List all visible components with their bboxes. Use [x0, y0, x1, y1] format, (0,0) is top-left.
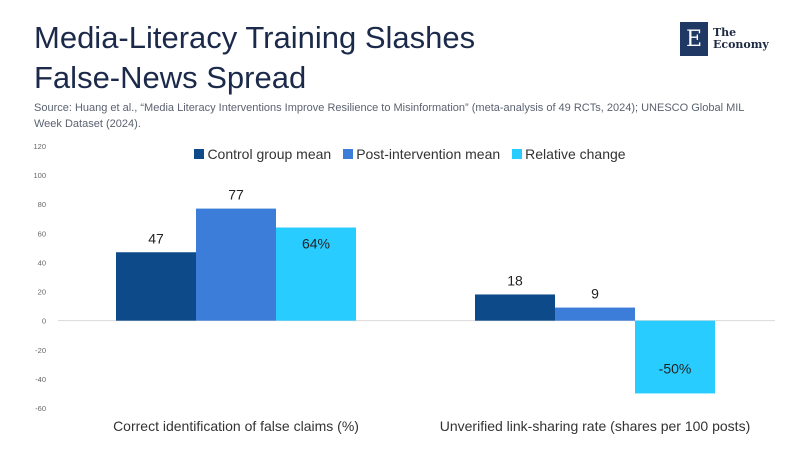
data-label-control-0: 47 — [148, 230, 164, 246]
y-tick-label: 0 — [42, 317, 46, 326]
legend-item-relative: Relative change — [512, 146, 626, 162]
chart-legend: Control group mean Post-intervention mea… — [0, 145, 800, 163]
bar-post-0 — [196, 208, 276, 321]
bar-post-1 — [555, 307, 635, 321]
data-label-post-0: 77 — [228, 187, 244, 203]
legend-swatch-post — [343, 149, 354, 159]
x-category-label: Unverified link-sharing rate (shares per… — [440, 418, 750, 434]
legend-label-post: Post-intervention mean — [356, 146, 501, 162]
y-tick-label: 40 — [38, 258, 46, 267]
logo-line-1: The — [713, 26, 737, 39]
legend-label-relative: Relative change — [525, 146, 626, 162]
title-line-1: Media-Literacy Training Slashes — [34, 20, 476, 55]
source-note: Source: Huang et al., “Media Literacy In… — [34, 102, 744, 130]
x-category-label: Correct identification of false claims (… — [113, 418, 359, 434]
logo-wordmark: The Economy — [713, 27, 769, 51]
legend-item-post: Post-intervention mean — [343, 146, 500, 162]
bar-relative-0 — [276, 227, 356, 321]
data-label-control-1: 18 — [507, 272, 523, 288]
title-line-2: False-News Spread — [34, 60, 307, 95]
brand-logo: E The Economy — [680, 22, 790, 56]
logo-line-2: Economy — [713, 38, 769, 51]
legend-item-control: Control group mean — [194, 146, 331, 162]
y-tick-label: 80 — [38, 200, 46, 209]
bar-relative-1 — [635, 320, 715, 394]
chart-title: Media-Literacy Training Slashes False-Ne… — [34, 18, 594, 98]
y-tick-label: -40 — [35, 375, 46, 384]
y-tick-label: -60 — [35, 404, 46, 413]
legend-swatch-control — [194, 149, 205, 159]
y-tick-label: 100 — [33, 171, 46, 180]
bar-control-1 — [475, 294, 555, 321]
y-tick-label: 120 — [33, 142, 46, 151]
y-tick-label: -20 — [35, 346, 46, 355]
logo-mark: E — [680, 22, 708, 56]
data-label-relative-1: -50% — [659, 360, 692, 376]
data-label-post-1: 9 — [591, 286, 599, 302]
y-tick-label: 20 — [38, 288, 46, 297]
y-tick-label: 60 — [38, 229, 46, 238]
legend-swatch-relative — [512, 149, 523, 159]
bar-control-0 — [116, 252, 196, 321]
data-label-relative-0: 64% — [302, 236, 330, 252]
legend-label-control: Control group mean — [207, 146, 332, 162]
